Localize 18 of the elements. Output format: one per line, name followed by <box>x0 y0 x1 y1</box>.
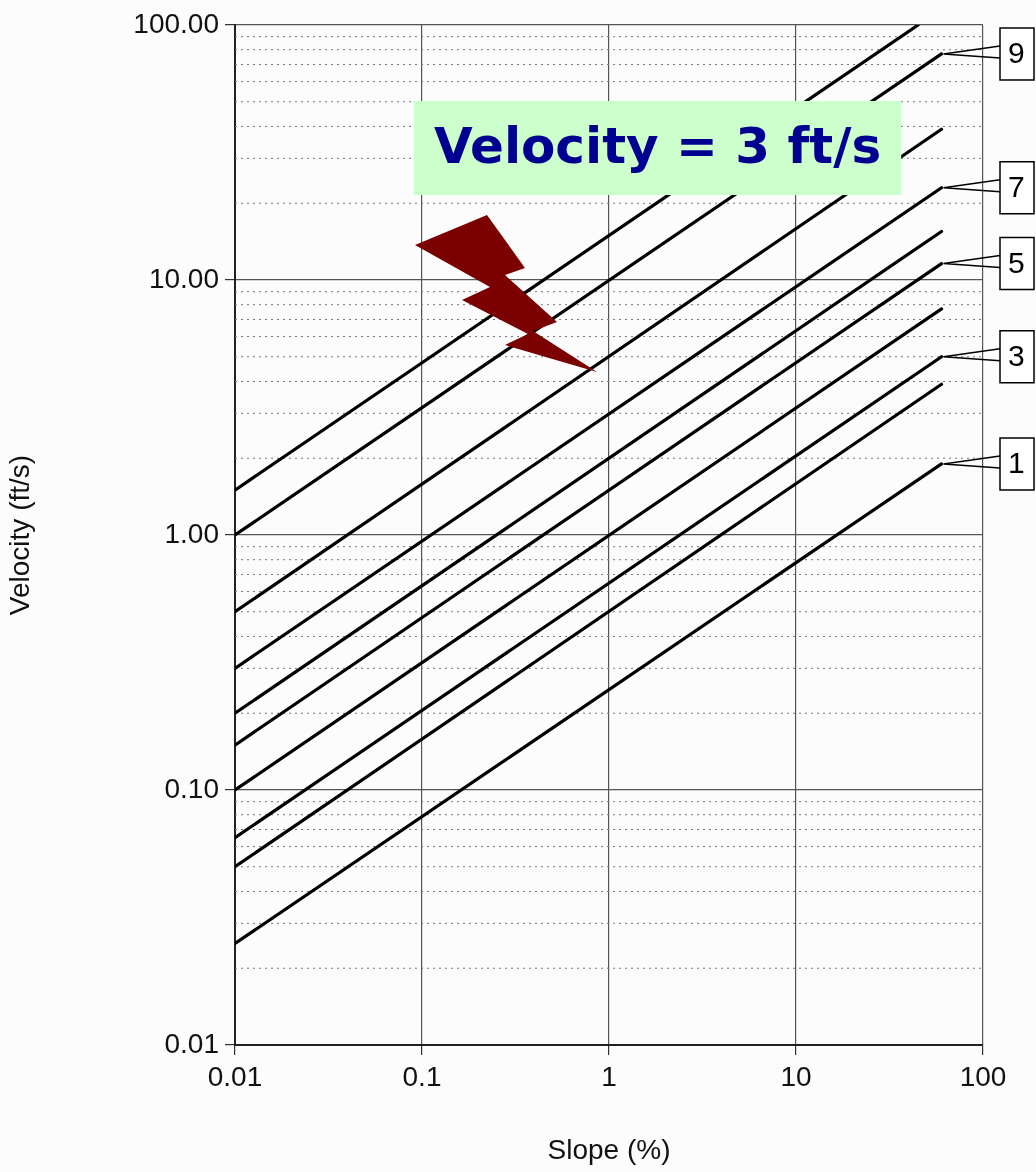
legend-label: 1 <box>1008 446 1025 480</box>
y-tick-label: 100.00 <box>133 7 219 39</box>
annotation: Velocity = 3 ft/s <box>434 116 882 175</box>
y-tick-label: 10.00 <box>148 262 219 294</box>
x-tick-label: 0.01 <box>207 1060 263 1092</box>
y-tick-label: 0.01 <box>164 1027 219 1059</box>
x-tick-label: 100 <box>959 1060 1007 1092</box>
legend-label: 3 <box>1008 339 1025 373</box>
y-tick-label: 0.10 <box>164 772 219 804</box>
x-axis-title: Slope (%) <box>547 1133 671 1165</box>
x-tick-label: 0.1 <box>402 1060 442 1092</box>
legend-label: 5 <box>1008 245 1025 279</box>
legend-label: 9 <box>1008 36 1025 70</box>
x-tick-label: 10 <box>780 1060 812 1092</box>
y-axis-title: Velocity (ft/s) <box>3 454 35 616</box>
y-tick-label: 1.00 <box>164 517 219 549</box>
x-tick-label: 1 <box>601 1060 617 1092</box>
legend-label: 7 <box>1008 170 1025 204</box>
